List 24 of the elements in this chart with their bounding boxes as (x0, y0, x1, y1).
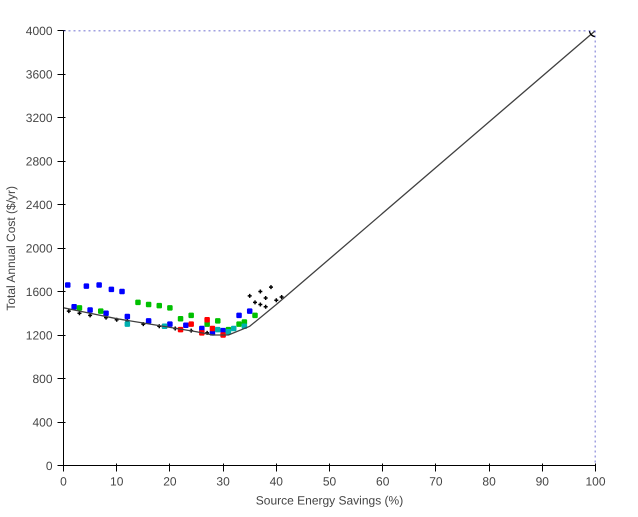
x-tick-label: 80 (482, 474, 496, 488)
x-tick-label: 10 (110, 474, 124, 488)
x-tick-label: 20 (163, 474, 177, 488)
y-tick-label: 2000 (26, 242, 53, 256)
x-tick-label: 60 (376, 474, 390, 488)
y-tick-label: 3200 (26, 111, 53, 125)
y-tick-label: 800 (32, 372, 53, 386)
x-tick-label: 40 (270, 474, 284, 488)
x-tick-label: 90 (536, 474, 550, 488)
y-tick-label: 1200 (26, 328, 53, 342)
x-tick-label: 100 (585, 474, 606, 488)
x-tick-label: 50 (322, 474, 336, 488)
y-tick-label: 4000 (26, 24, 53, 38)
x-axis-title: Source Energy Savings (%) (256, 494, 404, 508)
x-tick-label: 0 (60, 474, 68, 488)
y-tick-label: 2400 (26, 198, 53, 212)
x-tick-label: 30 (216, 474, 230, 488)
y-tick-label: 3600 (26, 68, 53, 82)
y-tick-label: 400 (32, 416, 53, 430)
y-axis-title: Total Annual Cost ($/yr) (4, 186, 18, 311)
y-tick-label: 1600 (26, 285, 53, 299)
y-tick-label: 2800 (26, 154, 53, 168)
y-tick-label: 0 (46, 459, 53, 473)
x-tick-label: 70 (429, 474, 443, 488)
